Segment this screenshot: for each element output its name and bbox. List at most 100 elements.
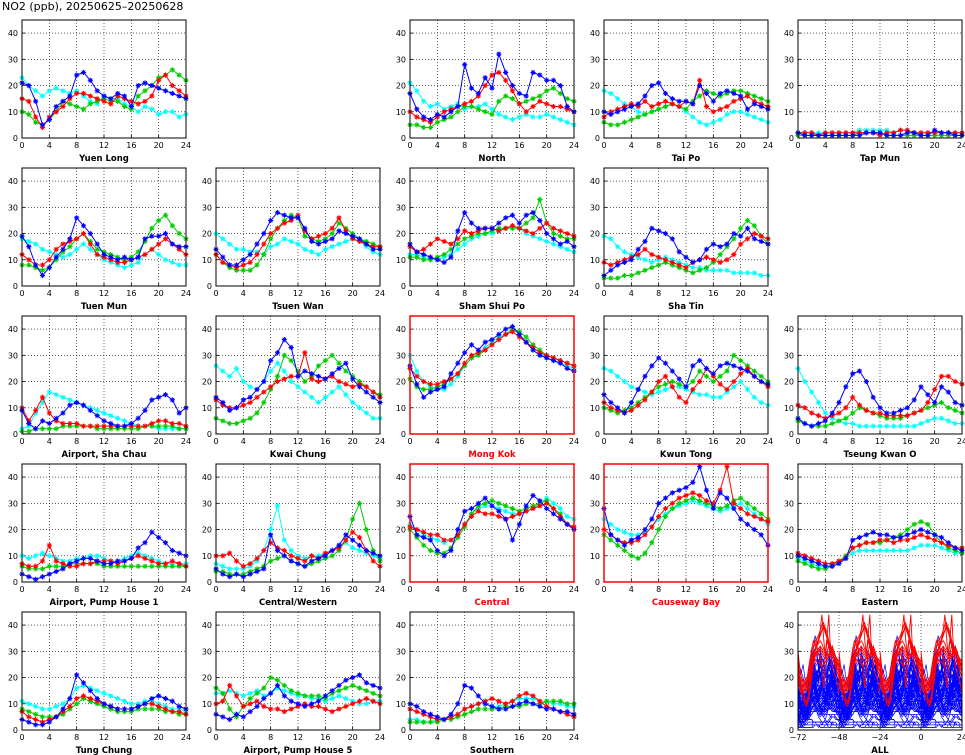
data-point bbox=[156, 423, 162, 429]
data-point bbox=[274, 350, 281, 356]
data-point bbox=[108, 96, 114, 102]
data-point bbox=[281, 212, 287, 218]
y-tick-label: 40 bbox=[8, 473, 18, 482]
data-point bbox=[39, 124, 46, 131]
data-point bbox=[156, 563, 162, 569]
x-tick-label: 8 bbox=[74, 437, 79, 446]
x-tick-label: 12 bbox=[875, 437, 885, 446]
data-point bbox=[509, 88, 516, 94]
data-point bbox=[656, 355, 662, 361]
data-point bbox=[329, 690, 335, 696]
data-point bbox=[468, 220, 475, 226]
data-point bbox=[322, 695, 328, 702]
data-point bbox=[509, 505, 516, 512]
summary-line bbox=[920, 614, 963, 692]
summary-line bbox=[838, 645, 881, 708]
y-tick-label: 0 bbox=[401, 134, 406, 143]
x-tick-label: 24 bbox=[763, 141, 773, 150]
data-point bbox=[46, 249, 52, 255]
data-point bbox=[87, 101, 93, 107]
x-tick-label: 0 bbox=[407, 289, 412, 298]
data-point bbox=[60, 410, 66, 416]
data-point bbox=[856, 534, 863, 541]
data-point bbox=[676, 394, 682, 400]
data-point bbox=[952, 407, 958, 413]
data-point bbox=[220, 254, 226, 260]
data-point bbox=[717, 267, 723, 273]
data-point bbox=[468, 511, 475, 517]
data-point bbox=[697, 500, 703, 506]
data-point bbox=[350, 682, 356, 689]
data-point bbox=[121, 558, 128, 564]
x-tick-label: 12 bbox=[487, 141, 497, 150]
data-point bbox=[683, 498, 689, 504]
data-point bbox=[156, 75, 162, 81]
data-point bbox=[938, 415, 945, 421]
data-point bbox=[662, 381, 669, 387]
data-point bbox=[530, 492, 536, 499]
data-point bbox=[67, 563, 73, 569]
data-point bbox=[329, 371, 335, 377]
data-point bbox=[169, 82, 175, 89]
data-point bbox=[135, 254, 141, 260]
data-point bbox=[329, 547, 335, 554]
x-tick-label: 16 bbox=[514, 733, 524, 742]
x-tick-label: 20 bbox=[154, 437, 164, 446]
summary-line bbox=[879, 645, 922, 708]
data-point bbox=[649, 259, 655, 265]
data-point bbox=[135, 701, 141, 707]
data-point bbox=[877, 547, 883, 554]
data-point bbox=[101, 703, 107, 709]
station-label: Airport, Pump House 5 bbox=[244, 746, 353, 755]
data-point bbox=[26, 423, 32, 429]
data-point bbox=[322, 693, 328, 699]
x-tick-label: 4 bbox=[47, 733, 52, 742]
plot-frame bbox=[409, 315, 575, 435]
data-point bbox=[281, 553, 287, 559]
data-point bbox=[758, 96, 764, 102]
data-point bbox=[370, 246, 376, 252]
data-point bbox=[427, 532, 434, 538]
x-tick-label: 16 bbox=[320, 585, 330, 594]
data-point bbox=[870, 127, 876, 133]
data-point bbox=[302, 378, 308, 385]
y-tick-label: 40 bbox=[202, 325, 212, 334]
data-point bbox=[176, 72, 182, 78]
data-point bbox=[336, 693, 342, 699]
x-tick-label: 20 bbox=[736, 141, 746, 150]
data-point bbox=[482, 500, 488, 506]
data-point bbox=[557, 241, 563, 247]
x-tick-label: 0 bbox=[19, 585, 24, 594]
y-tick-label: 10 bbox=[590, 256, 600, 265]
data-point bbox=[281, 368, 287, 374]
data-point bbox=[938, 534, 945, 541]
data-point bbox=[261, 389, 267, 395]
data-point bbox=[897, 532, 904, 538]
data-point bbox=[683, 262, 689, 268]
y-tick-label: 30 bbox=[784, 55, 794, 64]
data-point bbox=[336, 545, 342, 551]
y-tick-label: 10 bbox=[590, 404, 600, 413]
y-tick-label: 40 bbox=[396, 473, 406, 482]
data-point bbox=[74, 246, 80, 252]
data-point bbox=[938, 373, 945, 379]
x-tick-label: 24 bbox=[375, 585, 385, 594]
series-line bbox=[603, 497, 769, 559]
data-point bbox=[336, 365, 342, 372]
x-tick-label: 24 bbox=[569, 289, 579, 298]
x-tick-label: 0 bbox=[213, 733, 218, 742]
data-point bbox=[268, 230, 274, 237]
data-point bbox=[911, 397, 917, 403]
data-point bbox=[509, 117, 516, 123]
y-tick-label: 10 bbox=[8, 700, 18, 709]
data-point bbox=[101, 558, 107, 564]
x-tick-label: 20 bbox=[348, 733, 358, 742]
data-point bbox=[544, 500, 550, 506]
data-point bbox=[67, 90, 73, 97]
data-point bbox=[952, 399, 958, 406]
data-point bbox=[503, 503, 509, 509]
data-point bbox=[427, 711, 434, 717]
data-point bbox=[710, 371, 716, 377]
data-point bbox=[101, 93, 107, 99]
